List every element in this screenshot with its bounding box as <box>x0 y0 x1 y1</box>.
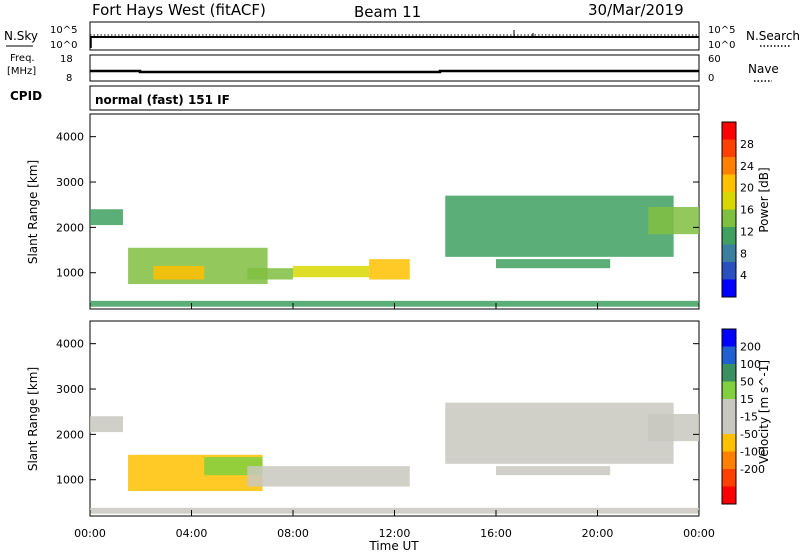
noise-tick-top-right: 10^5 <box>708 25 735 36</box>
velocity-colorbar-segment <box>722 399 736 417</box>
power-colorbar: 4 8 12 16 20 24 28 <box>721 121 754 298</box>
velocity-colorbar-segment <box>722 486 736 504</box>
power-colorbar-tick: 20 <box>740 182 754 195</box>
freq-label-1: Freq. <box>10 53 35 64</box>
velocity-colorbar-tick: -15 <box>740 411 758 424</box>
power-colorbar-frame <box>721 121 737 298</box>
time-tick-label: 12:00 <box>379 527 411 540</box>
velocity-y-axis-label: Slant Range [km] <box>26 367 40 471</box>
power-colorbar-segment <box>722 209 736 227</box>
power-colorbar-segment <box>722 279 736 297</box>
power-y-tick-label: 2000 <box>56 221 84 234</box>
freq-label-2: [MHz] <box>7 66 36 77</box>
power-y-tick-label: 4000 <box>56 131 84 144</box>
velocity-colorbar-segment <box>722 329 736 347</box>
velocity-colorbar-tick: 50 <box>740 376 754 389</box>
velocity-colorbar-segment <box>722 434 736 452</box>
plot-title: Fort Hays West (fitACF) <box>92 1 266 19</box>
power-colorbar-segment <box>722 157 736 175</box>
power-colorbar-segment <box>722 227 736 245</box>
power-y-ticks: 1000 2000 3000 4000 <box>56 131 699 280</box>
velocity-colorbar-tick: -50 <box>740 428 758 441</box>
nave-tick-top: 60 <box>708 54 721 65</box>
power-y-tick-label: 3000 <box>56 176 84 189</box>
power-echo-region <box>90 209 123 226</box>
power-y-tick-label: 1000 <box>56 267 84 280</box>
velocity-colorbar-tick: -100 <box>740 446 765 459</box>
velocity-y-tick-label: 2000 <box>56 428 84 441</box>
time-tick-label: 04:00 <box>176 527 208 540</box>
velocity-colorbar-segment <box>722 469 736 487</box>
power-colorbar-tick: 4 <box>740 269 747 282</box>
time-axis-ticks: 00:00 04:00 08:00 12:00 16:00 20:00 00:00 <box>74 303 715 540</box>
velocity-echo-region <box>496 466 611 476</box>
cpid-panel <box>89 85 700 111</box>
power-colorbar-segment <box>722 262 736 280</box>
power-colorbar-segment <box>722 192 736 210</box>
velocity-colorbar-tick: 15 <box>740 393 754 406</box>
power-echo-region <box>496 259 611 269</box>
time-axis-label: Time UT <box>368 539 419 553</box>
velocity-echo-region <box>648 413 699 442</box>
noise-left-label: N.Sky <box>4 29 38 43</box>
power-echo-region <box>247 268 293 280</box>
date-label: 30/Mar/2019 <box>588 1 684 19</box>
power-echo-region <box>648 206 699 235</box>
nave-label: Nave <box>748 62 779 76</box>
velocity-echo-region <box>445 402 674 464</box>
velocity-colorbar-segment <box>722 364 736 382</box>
power-colorbar-tick: 12 <box>740 225 754 238</box>
velocity-y-tick-label: 3000 <box>56 383 84 396</box>
power-y-axis-label: Slant Range [km] <box>26 160 40 264</box>
power-echo-region <box>369 259 410 280</box>
power-colorbar-segment <box>722 244 736 262</box>
freq-panel <box>89 54 700 82</box>
noise-right-label: N.Search <box>746 29 800 43</box>
time-tick-label: 16:00 <box>480 527 512 540</box>
velocity-y-tick-label: 1000 <box>56 474 84 487</box>
cpid-value: normal (fast) 151 IF <box>95 93 230 107</box>
cpid-label: CPID <box>10 89 42 103</box>
velocity-colorbar-tick: 100 <box>740 358 761 371</box>
power-colorbar-tick: 28 <box>740 138 754 151</box>
power-colorbar-tick: 24 <box>740 160 754 173</box>
time-tick-label: 08:00 <box>277 527 309 540</box>
velocity-echo-region <box>247 466 410 487</box>
power-panel: Slant Range [km] 1000 2000 3000 4000 4 8 12 16… <box>26 113 771 310</box>
power-colorbar-segment <box>722 139 736 157</box>
time-tick-label: 20:00 <box>582 527 614 540</box>
freq-tick-bottom: 8 <box>66 73 72 84</box>
power-echo-region <box>445 195 674 257</box>
velocity-colorbar-segment <box>722 381 736 399</box>
velocity-colorbar-tick: 200 <box>740 341 761 354</box>
freq-trace <box>90 69 699 74</box>
power-colorbar-segment <box>722 174 736 192</box>
noise-tick-bottom-left: 10^0 <box>50 40 77 51</box>
velocity-colorbar-segment <box>722 416 736 434</box>
power-colorbar-tick: 8 <box>740 247 747 260</box>
power-colorbar-tick: 16 <box>740 204 754 217</box>
time-tick-label: 00:00 <box>74 527 106 540</box>
velocity-y-ticks: 1000 2000 3000 4000 <box>56 338 699 487</box>
velocity-panel: Slant Range [km] 1000 2000 3000 4000 200 100… <box>26 320 771 517</box>
nave-tick-bottom: 0 <box>708 73 714 84</box>
velocity-y-tick-label: 4000 <box>56 338 84 351</box>
velocity-echo-region <box>90 416 123 433</box>
velocity-colorbar-segment <box>722 346 736 364</box>
velocity-colorbar: 200 100 50 15 -15 -50 -100 -200 <box>721 328 765 505</box>
beam-label: Beam 11 <box>354 3 421 21</box>
freq-tick-top: 18 <box>60 54 73 65</box>
power-echo-region <box>153 265 205 280</box>
noise-tick-bottom-right: 10^0 <box>708 40 735 51</box>
time-tick-label: 00:00 <box>683 527 715 540</box>
power-colorbar-label: Power [dB] <box>757 167 771 232</box>
velocity-colorbar-label: Velocity [m s^-1] <box>757 360 771 464</box>
velocity-colorbar-tick: -200 <box>740 463 765 476</box>
velocity-colorbar-frame <box>721 328 737 505</box>
noise-tick-top-left: 10^5 <box>50 25 77 36</box>
velocity-colorbar-segment <box>722 451 736 469</box>
power-echo-region <box>293 265 370 278</box>
power-colorbar-segment <box>722 122 736 140</box>
